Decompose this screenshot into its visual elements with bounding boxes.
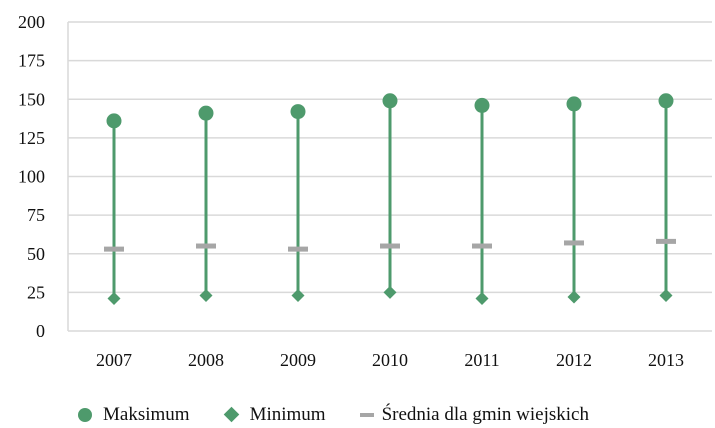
legend-item-max: Maksimum — [78, 404, 190, 426]
y-tick-label: 200 — [18, 12, 45, 32]
avg-marker — [104, 246, 124, 252]
legend-item-min: Minimum — [223, 403, 326, 426]
max-point — [198, 105, 214, 121]
min-point — [107, 292, 121, 306]
avg-marker — [656, 238, 676, 244]
max-point — [658, 93, 674, 109]
y-tick-label: 100 — [18, 167, 45, 187]
min-point — [567, 290, 581, 304]
min-point — [199, 288, 213, 302]
y-tick-label: 175 — [18, 51, 45, 71]
y-tick-label: 25 — [27, 282, 45, 302]
avg-marker — [288, 246, 308, 252]
y-tick-label: 150 — [18, 89, 45, 109]
min-point — [475, 292, 489, 306]
y-axis-ticks: 0 25 50 75 100 125 150 175 200 — [18, 12, 45, 341]
x-tick-label: 2010 — [372, 350, 408, 370]
data-marks — [104, 93, 676, 306]
x-tick-label: 2013 — [648, 350, 684, 370]
circle-marker-icon — [78, 407, 92, 422]
range-lines — [112, 100, 668, 299]
avg-marker — [472, 243, 492, 249]
diamond-marker-icon — [223, 406, 239, 423]
min-point — [291, 288, 305, 302]
x-axis-ticks: 2007 2008 2009 2010 2011 2012 2013 — [96, 350, 684, 370]
legend-item-avg: Średnia dla gmin wiejskich — [359, 403, 589, 426]
legend-label-min: Minimum — [249, 403, 326, 425]
max-point — [290, 104, 306, 120]
legend-label-avg: Średnia dla gmin wiejskich — [381, 403, 589, 425]
y-tick-label: 125 — [18, 128, 45, 148]
max-point — [106, 113, 122, 129]
avg-marker — [564, 240, 584, 246]
max-point — [382, 93, 398, 109]
avg-marker — [380, 243, 400, 249]
x-tick-label: 2009 — [280, 350, 316, 370]
legend-label-max: Maksimum — [103, 403, 190, 425]
x-tick-label: 2008 — [188, 350, 224, 370]
x-tick-label: 2012 — [556, 350, 592, 370]
avg-marker — [196, 243, 216, 249]
y-tick-label: 75 — [27, 205, 45, 225]
dash-marker-icon — [359, 412, 374, 417]
max-point — [566, 96, 582, 112]
min-point — [659, 288, 673, 302]
x-tick-label: 2011 — [464, 350, 499, 370]
min-point — [383, 285, 397, 299]
max-point — [474, 97, 490, 113]
y-tick-label: 50 — [27, 244, 45, 264]
y-tick-label: 0 — [36, 321, 45, 341]
legend: Maksimum Minimum Średnia dla gmin wiejsk… — [78, 401, 623, 428]
x-tick-label: 2007 — [96, 350, 132, 370]
